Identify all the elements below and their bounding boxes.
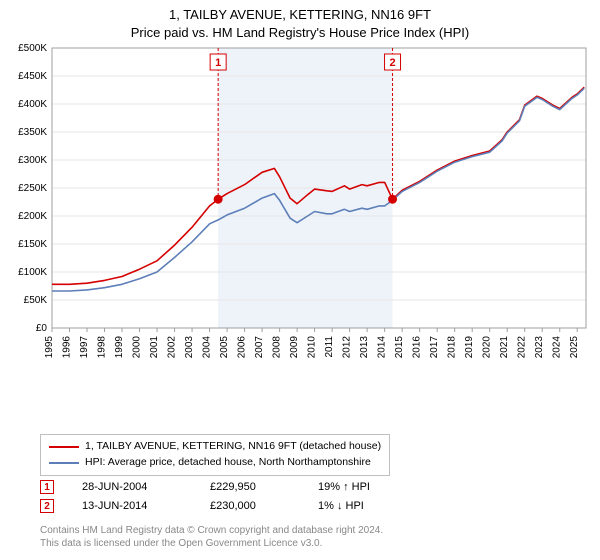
legend-row-1: 1, TAILBY AVENUE, KETTERING, NN16 9FT (d… xyxy=(49,439,381,455)
svg-text:£200K: £200K xyxy=(18,211,47,222)
svg-text:2: 2 xyxy=(389,57,395,69)
event-row-2: 2 13-JUN-2014 £230,000 1% ↓ HPI xyxy=(40,497,408,516)
svg-text:2022: 2022 xyxy=(517,336,528,359)
event-price-2: £230,000 xyxy=(210,497,290,516)
event-marker-2: 2 xyxy=(40,499,54,513)
svg-text:1996: 1996 xyxy=(62,336,73,359)
svg-text:£250K: £250K xyxy=(18,183,47,194)
svg-text:2003: 2003 xyxy=(184,336,195,359)
svg-text:£50K: £50K xyxy=(24,295,48,306)
svg-text:1997: 1997 xyxy=(79,336,90,359)
svg-text:2004: 2004 xyxy=(202,336,213,359)
svg-text:1998: 1998 xyxy=(97,336,108,359)
svg-text:£400K: £400K xyxy=(18,99,47,110)
svg-text:2025: 2025 xyxy=(569,336,580,359)
svg-text:2012: 2012 xyxy=(342,336,353,359)
event-date-1: 28-JUN-2004 xyxy=(82,478,182,497)
svg-text:2007: 2007 xyxy=(254,336,265,359)
event-delta-1: 19% ↑ HPI xyxy=(318,478,408,497)
svg-text:2001: 2001 xyxy=(149,336,160,359)
svg-text:2009: 2009 xyxy=(289,336,300,359)
attribution-footer: Contains HM Land Registry data © Crown c… xyxy=(40,524,383,550)
svg-text:£500K: £500K xyxy=(18,44,47,54)
event-price-1: £229,950 xyxy=(210,478,290,497)
svg-text:2024: 2024 xyxy=(552,336,563,359)
svg-text:2023: 2023 xyxy=(534,336,545,359)
title-line2: Price paid vs. HM Land Registry's House … xyxy=(0,24,600,42)
svg-text:£0: £0 xyxy=(36,323,48,334)
svg-text:2014: 2014 xyxy=(377,336,388,359)
event-marker-1: 1 xyxy=(40,480,54,494)
svg-text:2013: 2013 xyxy=(359,336,370,359)
svg-text:2021: 2021 xyxy=(499,336,510,359)
svg-text:2010: 2010 xyxy=(307,336,318,359)
svg-text:2011: 2011 xyxy=(324,336,335,358)
svg-text:£300K: £300K xyxy=(18,155,47,166)
svg-text:2015: 2015 xyxy=(394,336,405,359)
event-date-2: 13-JUN-2014 xyxy=(82,497,182,516)
title-line1: 1, TAILBY AVENUE, KETTERING, NN16 9FT xyxy=(0,6,600,24)
svg-text:£450K: £450K xyxy=(18,71,47,82)
event-list: 1 28-JUN-2004 £229,950 19% ↑ HPI 2 13-JU… xyxy=(40,478,408,515)
legend-label-1: 1, TAILBY AVENUE, KETTERING, NN16 9FT (d… xyxy=(85,439,381,455)
svg-text:£150K: £150K xyxy=(18,239,47,250)
footer-line-2: This data is licensed under the Open Gov… xyxy=(40,537,383,550)
svg-text:1: 1 xyxy=(215,57,221,69)
svg-text:2000: 2000 xyxy=(132,336,143,359)
footer-line-1: Contains HM Land Registry data © Crown c… xyxy=(40,524,383,537)
legend-swatch-2 xyxy=(49,462,79,464)
legend-row-2: HPI: Average price, detached house, Nort… xyxy=(49,455,381,471)
svg-text:1995: 1995 xyxy=(44,336,55,359)
svg-text:2016: 2016 xyxy=(412,336,423,359)
svg-text:2006: 2006 xyxy=(237,336,248,359)
legend: 1, TAILBY AVENUE, KETTERING, NN16 9FT (d… xyxy=(40,434,390,476)
legend-swatch-1 xyxy=(49,446,79,448)
svg-text:2019: 2019 xyxy=(464,336,475,359)
event-delta-2: 1% ↓ HPI xyxy=(318,497,408,516)
chart-area: £0 £50K £100K £150K £200K £250K £300K £350K £400… xyxy=(8,44,592,384)
svg-text:2018: 2018 xyxy=(447,336,458,359)
chart-title: 1, TAILBY AVENUE, KETTERING, NN16 9FT Pr… xyxy=(0,0,600,41)
event-row-1: 1 28-JUN-2004 £229,950 19% ↑ HPI xyxy=(40,478,408,497)
legend-label-2: HPI: Average price, detached house, Nort… xyxy=(85,455,371,471)
svg-text:2017: 2017 xyxy=(429,336,440,359)
svg-text:1999: 1999 xyxy=(114,336,125,359)
svg-text:2020: 2020 xyxy=(482,336,493,359)
svg-text:£350K: £350K xyxy=(18,127,47,138)
svg-text:2002: 2002 xyxy=(167,336,178,359)
svg-text:2008: 2008 xyxy=(272,336,283,359)
svg-text:2005: 2005 xyxy=(219,336,230,359)
svg-text:£100K: £100K xyxy=(18,267,47,278)
line-chart: £0 £50K £100K £150K £200K £250K £300K £350K £400… xyxy=(8,44,592,384)
